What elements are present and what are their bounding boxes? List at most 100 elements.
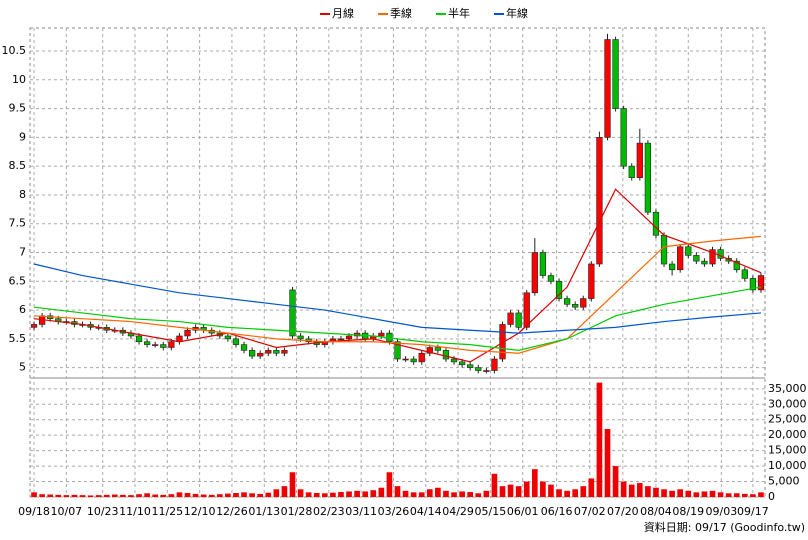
candle-body	[580, 298, 587, 308]
legend-label: 月線	[332, 6, 354, 20]
volume-bar	[426, 489, 433, 497]
volume-bar	[55, 494, 62, 497]
candle-body	[30, 324, 38, 328]
volume-bar	[338, 492, 344, 497]
candle-body	[547, 275, 555, 282]
volume-bar	[281, 486, 288, 497]
candle-body	[458, 361, 466, 366]
volume-bar	[184, 492, 191, 497]
volume-bar	[330, 492, 336, 497]
volume-bar	[305, 492, 312, 497]
volume-bar	[95, 495, 102, 497]
candle-body	[442, 350, 450, 360]
candle-body	[733, 260, 740, 271]
candle-body	[289, 289, 296, 337]
candle-body	[152, 344, 159, 346]
candle-body	[297, 335, 304, 340]
footnote: 資料日期: 09/17 (Goodinfo.tw)	[644, 520, 805, 534]
volume-bar	[370, 490, 377, 497]
volume-bar	[362, 491, 369, 497]
x-tick-label: 10/07	[50, 505, 82, 518]
x-tick-label: 06/01	[507, 505, 539, 518]
volume-bar	[208, 494, 215, 497]
volume-bar	[758, 492, 764, 497]
candle-body	[693, 255, 700, 262]
candle-body	[709, 249, 716, 265]
x-tick-label: 03/11	[345, 505, 377, 518]
candle-body	[160, 344, 167, 348]
y2-tick-label: 30,000	[768, 397, 807, 410]
x-tick-label: 03/26	[378, 505, 410, 518]
candle-body	[143, 341, 151, 345]
volume-bar	[241, 492, 247, 497]
moving-average-line	[33, 286, 762, 351]
volume-bar	[257, 493, 264, 497]
y-tick-label: 7	[19, 246, 26, 259]
x-tick-label: 02/23	[313, 505, 345, 518]
candle-body	[588, 263, 595, 299]
candle-body	[636, 142, 643, 178]
candle-body	[410, 358, 417, 363]
candle-body	[281, 350, 288, 354]
candle-body	[701, 260, 708, 265]
candle-body	[652, 211, 660, 236]
x-tick-label: 07/02	[574, 505, 606, 518]
candle-body	[483, 370, 490, 372]
candle-body	[644, 142, 652, 213]
volume-bar	[168, 494, 175, 497]
x-tick-label: 11/10	[119, 505, 151, 518]
volume-bar	[144, 493, 150, 497]
candle-body	[450, 358, 458, 363]
candle-body	[402, 358, 409, 361]
volume-bar	[297, 489, 304, 497]
y-tick-label: 8.5	[9, 159, 27, 172]
volume-bar	[402, 490, 409, 497]
legend-label: 年線	[506, 6, 528, 20]
candle-body	[232, 338, 240, 345]
volume-bar	[31, 492, 37, 497]
volume-bar	[604, 429, 611, 497]
candle-body	[135, 335, 143, 343]
y-tick-label: 5	[19, 361, 26, 374]
volume-bar	[136, 494, 142, 497]
volume-bar	[540, 481, 546, 497]
volume-bar	[645, 486, 651, 497]
y-tick-label: 10	[12, 73, 26, 86]
y-tick-label: 9	[19, 130, 26, 143]
y2-tick-label: 10,000	[768, 459, 807, 472]
volume-bar	[515, 486, 522, 497]
x-tick-label: 10/23	[87, 505, 119, 518]
volume-bar	[103, 494, 110, 497]
volume-bar	[71, 494, 78, 497]
volume-bar	[273, 489, 280, 497]
candle-body	[426, 347, 433, 354]
volume-bar	[128, 495, 134, 497]
volume-bar	[216, 494, 223, 497]
volume-bar	[63, 495, 70, 497]
volume-bar	[87, 495, 94, 497]
volume-bar	[200, 494, 207, 497]
candle-body	[604, 39, 611, 138]
volume-bar	[531, 469, 538, 497]
volume-bar	[612, 466, 619, 497]
volume-bar	[717, 492, 724, 497]
candle-body	[499, 324, 506, 360]
candle-body	[685, 246, 692, 256]
x-tick-label: 06/16	[541, 505, 573, 518]
candle-body	[572, 304, 579, 308]
volume-bar	[564, 490, 570, 497]
volume-bar	[451, 492, 457, 497]
y2-tick-label: 15,000	[768, 444, 807, 457]
candle-body	[273, 350, 280, 354]
candle-body	[668, 263, 676, 271]
volume-bar	[580, 486, 587, 497]
x-tick-label: 09/18	[18, 505, 50, 518]
y2-tick-label: 5,000	[768, 475, 800, 488]
candle-body	[628, 165, 635, 178]
volume-bar	[249, 493, 255, 497]
y-tick-label: 7.5	[9, 217, 27, 230]
x-tick-label: 12/26	[216, 505, 248, 518]
volume-bar	[418, 492, 425, 497]
volume-bar	[499, 486, 506, 497]
